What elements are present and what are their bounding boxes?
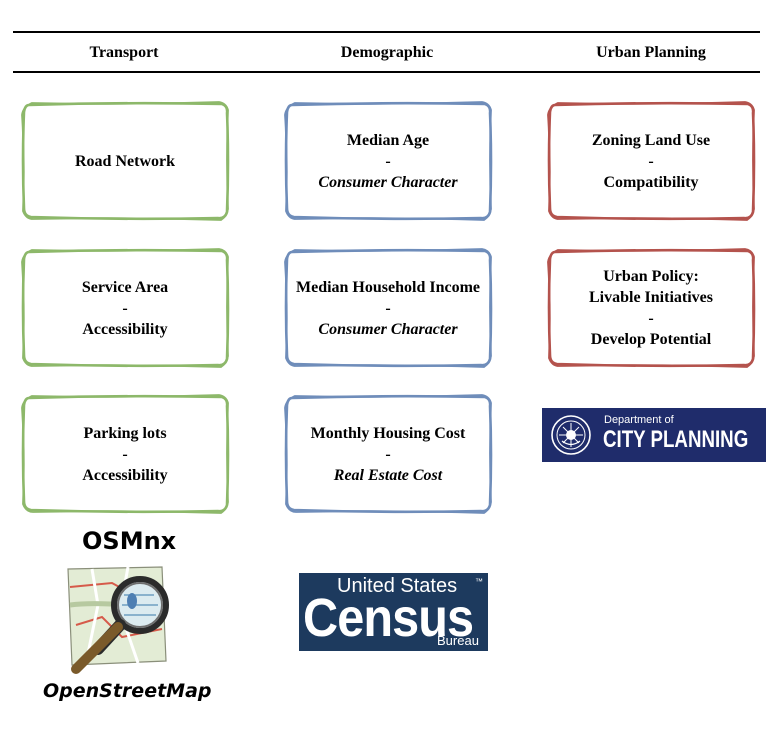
column-header-demographic: Demographic xyxy=(340,44,434,61)
box-subtitle: Accessibility xyxy=(82,466,168,484)
table-header-rule xyxy=(13,71,760,73)
city-planning-line1: Department of xyxy=(604,414,674,426)
census-line3: Bureau xyxy=(437,633,479,648)
sketch-frame xyxy=(21,101,230,221)
census-line2: Census xyxy=(303,588,474,648)
transport-parking-lots-box: Parking lots - Accessibility xyxy=(21,394,230,514)
sketch-frame xyxy=(21,248,230,368)
sketch-frame xyxy=(284,248,493,368)
column-header-urban-planning: Urban Planning xyxy=(596,44,706,61)
box-separator: - xyxy=(385,445,391,463)
box-line: Urban Policy: xyxy=(603,268,699,285)
box-title: Median Age xyxy=(346,131,430,149)
openstreetmap-logo-icon xyxy=(67,566,169,674)
transport-service-area-box: Service Area - Accessibility xyxy=(21,248,230,368)
demographic-housing-cost-box: Monthly Housing Cost - Real Estate Cost xyxy=(284,394,493,514)
openstreetmap-label: OpenStreetMap xyxy=(43,680,212,702)
table-top-rule xyxy=(13,31,760,33)
box-title: Parking lots xyxy=(83,424,167,442)
box-separator: - xyxy=(648,152,654,170)
sketch-frame xyxy=(21,394,230,514)
urban-zoning-box: Zoning Land Use - Compatibility xyxy=(547,101,756,221)
census-line1: United States xyxy=(337,575,458,597)
column-header-transport: Transport xyxy=(89,44,159,61)
box-line: Compatibility xyxy=(603,173,699,191)
census-bureau-logo: United States ™ Census Bureau xyxy=(299,573,488,651)
box-subtitle: Accessibility xyxy=(82,320,168,338)
box-separator: - xyxy=(385,152,391,170)
city-planning-logo: Department of CITY PLANNING xyxy=(542,408,766,462)
demographic-median-age-box: Median Age - Consumer Character xyxy=(284,101,493,221)
census-trademark: ™ xyxy=(475,577,483,586)
sketch-frame xyxy=(547,101,756,221)
box-line: Develop Potential xyxy=(590,331,712,348)
demographic-median-income-box: Median Household Income - Consumer Chara… xyxy=(284,248,493,368)
box-title: Road Network xyxy=(75,152,175,170)
sketch-frame xyxy=(284,394,493,514)
box-title: Service Area xyxy=(81,278,169,296)
box-separator: - xyxy=(385,299,391,317)
transport-road-network-box: Road Network xyxy=(21,101,230,221)
box-separator: - xyxy=(648,310,654,327)
box-separator: - xyxy=(122,299,128,317)
city-planning-line2: CITY PLANNING xyxy=(603,426,749,453)
box-subtitle: Real Estate Cost xyxy=(333,466,443,484)
box-line: Zoning Land Use xyxy=(591,131,711,149)
box-title: Median Household Income xyxy=(295,278,480,296)
city-planning-seal-icon xyxy=(551,415,591,455)
box-line: Livable Initiatives xyxy=(588,289,713,306)
box-separator: - xyxy=(122,445,128,463)
box-subtitle: Consumer Character xyxy=(318,173,458,191)
urban-policy-box: Urban Policy: Livable Initiatives - Deve… xyxy=(547,248,756,368)
osmnx-label: OSMnx xyxy=(82,527,177,555)
box-subtitle: Consumer Character xyxy=(318,320,458,338)
sketch-frame xyxy=(547,248,756,368)
sketch-frame xyxy=(284,101,493,221)
box-title: Monthly Housing Cost xyxy=(310,424,466,442)
